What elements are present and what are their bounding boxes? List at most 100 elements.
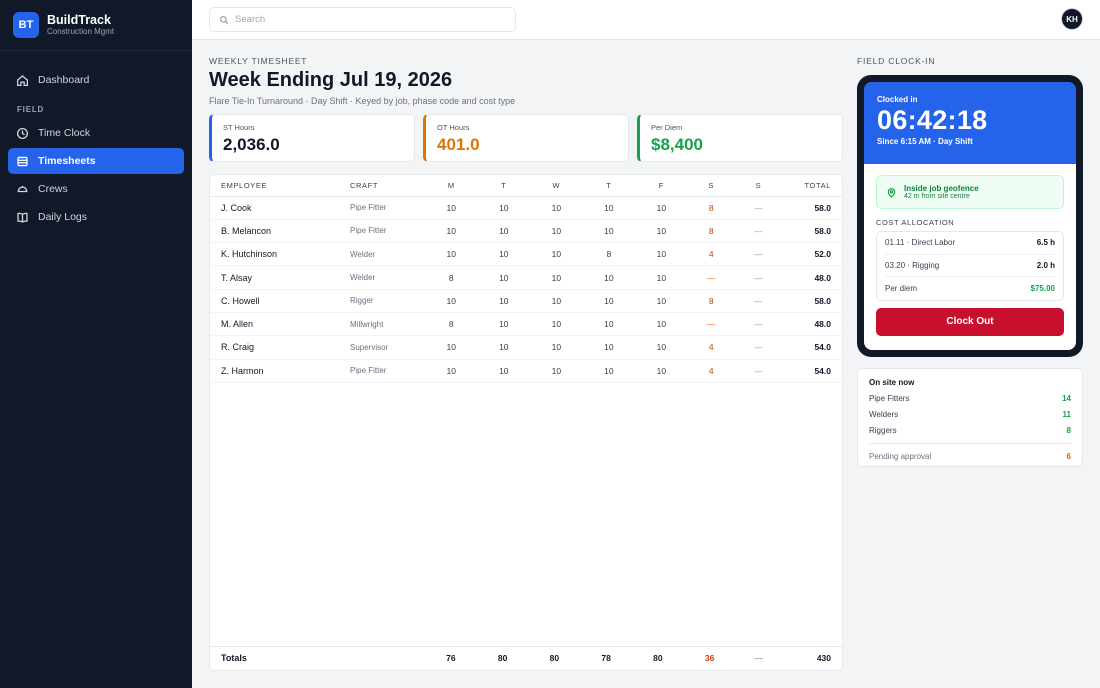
page-eyebrow: WEEKLY TIMESHEET [209, 56, 308, 66]
clock-header: Clocked in 06:42:18 Since 6:15 AM · Day … [864, 82, 1076, 164]
hours-cell-th[interactable]: 10 [582, 335, 636, 360]
hours-cell-w[interactable]: 10 [530, 196, 583, 220]
hours-cell-m[interactable]: 10 [425, 359, 478, 383]
sidebar-item-daily-logs[interactable]: Daily Logs [8, 204, 184, 230]
hours-cell-f[interactable]: 10 [635, 335, 688, 360]
location-pin-icon [887, 187, 896, 198]
column-header-employee[interactable]: EMPLOYEE [210, 175, 350, 197]
field-clock-section-label: FIELD CLOCK-IN [857, 56, 936, 66]
on-site-title: On site now [869, 378, 915, 387]
craft-name: Rigger [350, 289, 425, 313]
sidebar-section-field: FIELD [17, 105, 45, 114]
table-row[interactable]: M. Allen Millwright 8 10 10 10 10— —48.0 [210, 312, 842, 337]
allocation-row-direct-labor[interactable]: 01.11 · Direct Labor 6.5 h [885, 232, 1055, 255]
hours-cell-m[interactable]: 10 [425, 289, 478, 313]
hours-cell-f[interactable]: 10 [635, 312, 688, 337]
hours-cell-sa[interactable]: 8 [687, 196, 735, 220]
hours-cell-su[interactable]: — [734, 359, 782, 383]
hours-cell-su[interactable]: — [734, 289, 782, 313]
topbar: KH [192, 0, 1100, 40]
allocation-row-per-diem[interactable]: Per diem $75.00 [885, 277, 1055, 300]
hours-cell-th[interactable]: 8 [582, 242, 636, 267]
hours-cell-t[interactable]: 10 [477, 242, 531, 267]
hours-cell-f[interactable]: 10 [635, 219, 688, 244]
hours-cell-sa[interactable]: — [687, 312, 735, 337]
sidebar-item-timesheets[interactable]: Timesheets [8, 148, 184, 174]
stat-value: 2,036.0 [223, 135, 280, 154]
hours-cell-t[interactable]: 10 [477, 265, 531, 290]
hours-cell-m[interactable]: 10 [425, 219, 478, 244]
column-header-total[interactable]: TOTAL [782, 175, 842, 197]
hours-cell-th[interactable]: 10 [582, 359, 636, 383]
table-row[interactable]: T. Alsay Welder 8 10 10 10 10— —48.0 [210, 265, 842, 290]
hours-cell-f[interactable]: 10 [635, 289, 688, 313]
hours-cell-m[interactable]: 10 [425, 196, 478, 220]
hours-cell-m[interactable]: 8 [425, 265, 478, 290]
employee-name: Z. Harmon [210, 359, 350, 383]
avatar[interactable]: KH [1061, 8, 1083, 30]
hours-cell-f[interactable]: 10 [635, 196, 688, 220]
hours-cell-su[interactable]: — [734, 265, 782, 290]
hours-cell-th[interactable]: 10 [582, 196, 636, 220]
geofence-distance: 42 m from site centre [904, 193, 970, 200]
hours-cell-f[interactable]: 10 [635, 265, 688, 290]
sidebar-item-crews[interactable]: Crews [8, 176, 184, 202]
hours-cell-w[interactable]: 10 [530, 265, 583, 290]
table-row[interactable]: Z. Harmon Pipe Fitter 10 10 10 10 10 4—54.0 [210, 359, 842, 383]
hours-cell-th[interactable]: 10 [582, 219, 636, 244]
hours-cell-w[interactable]: 10 [530, 359, 583, 383]
search-input[interactable] [235, 14, 495, 25]
table-row[interactable]: J. Cook Pipe Fitter 10 10 10 10 10 8—58.0 [210, 196, 842, 220]
hours-cell-sa[interactable]: — [687, 265, 735, 290]
brand[interactable]: BT BuildTrack Construction Mgmt [0, 0, 192, 51]
sidebar-item-time-clock[interactable]: Time Clock [8, 120, 184, 146]
hours-cell-sa[interactable]: 4 [687, 359, 735, 383]
hours-cell-th[interactable]: 10 [582, 289, 636, 313]
hours-cell-t[interactable]: 10 [477, 196, 531, 220]
allocation-label: Per diem [885, 283, 918, 293]
pending-approval-row[interactable]: Pending approval 6 [869, 448, 1071, 464]
hours-cell-su[interactable]: — [734, 196, 782, 220]
hours-cell-t[interactable]: 10 [477, 219, 531, 244]
hours-cell-sa[interactable]: 8 [687, 289, 735, 313]
hours-cell-w[interactable]: 10 [530, 312, 583, 337]
table-row[interactable]: K. Hutchinson Welder 10 10 10 8 10 4—52.0 [210, 242, 842, 267]
hours-cell-f[interactable]: 10 [635, 242, 688, 267]
craft-name: Supervisor [350, 335, 425, 360]
employee-name: K. Hutchinson [210, 242, 350, 267]
hours-cell-m[interactable]: 10 [425, 242, 478, 267]
hours-cell-su[interactable]: — [734, 312, 782, 337]
sidebar-item-dashboard[interactable]: Dashboard [8, 67, 184, 93]
table-row[interactable]: R. Craig Supervisor 10 10 10 10 10 4—54.0 [210, 335, 842, 360]
hours-cell-f[interactable]: 10 [635, 359, 688, 383]
hours-cell-w[interactable]: 10 [530, 335, 583, 360]
hours-cell-th[interactable]: 10 [582, 312, 636, 337]
hours-cell-sa[interactable]: 8 [687, 219, 735, 244]
table-row[interactable]: C. Howell Rigger 10 10 10 10 10 8—58.0 [210, 289, 842, 313]
hours-cell-sa[interactable]: 4 [687, 335, 735, 360]
hours-cell-su[interactable]: — [734, 242, 782, 267]
hours-cell-t[interactable]: 10 [477, 335, 531, 360]
clock-elapsed-time: 06:42:18 [877, 105, 988, 135]
search-box[interactable] [209, 7, 516, 32]
hours-cell-su[interactable]: — [734, 335, 782, 360]
allocation-value: $75.00 [1030, 283, 1055, 293]
hours-cell-w[interactable]: 10 [530, 289, 583, 313]
hours-cell-th[interactable]: 10 [582, 265, 636, 290]
pending-approval-count: 6 [1066, 451, 1071, 461]
hours-cell-m[interactable]: 8 [425, 312, 478, 337]
hours-cell-t[interactable]: 10 [477, 312, 531, 337]
hours-cell-w[interactable]: 10 [530, 219, 583, 244]
sidebar: BT BuildTrack Construction Mgmt Dashboar… [0, 0, 192, 688]
table-row[interactable]: B. Melancon Pipe Fitter 10 10 10 10 10 8—58.0 [210, 219, 842, 244]
hours-cell-t[interactable]: 10 [477, 359, 531, 383]
column-header-craft[interactable]: CRAFT [350, 175, 425, 197]
clock-out-button[interactable]: Clock Out [876, 307, 1064, 336]
allocation-row-rigging[interactable]: 03.20 · Rigging 2.0 h [885, 255, 1055, 277]
hours-cell-m[interactable]: 10 [425, 335, 478, 360]
hours-cell-sa[interactable]: 4 [687, 242, 735, 267]
hours-cell-t[interactable]: 10 [477, 289, 531, 313]
hours-cell-w[interactable]: 10 [530, 242, 583, 267]
hours-cell-su[interactable]: — [734, 219, 782, 244]
column-header-fri: F [635, 175, 688, 197]
